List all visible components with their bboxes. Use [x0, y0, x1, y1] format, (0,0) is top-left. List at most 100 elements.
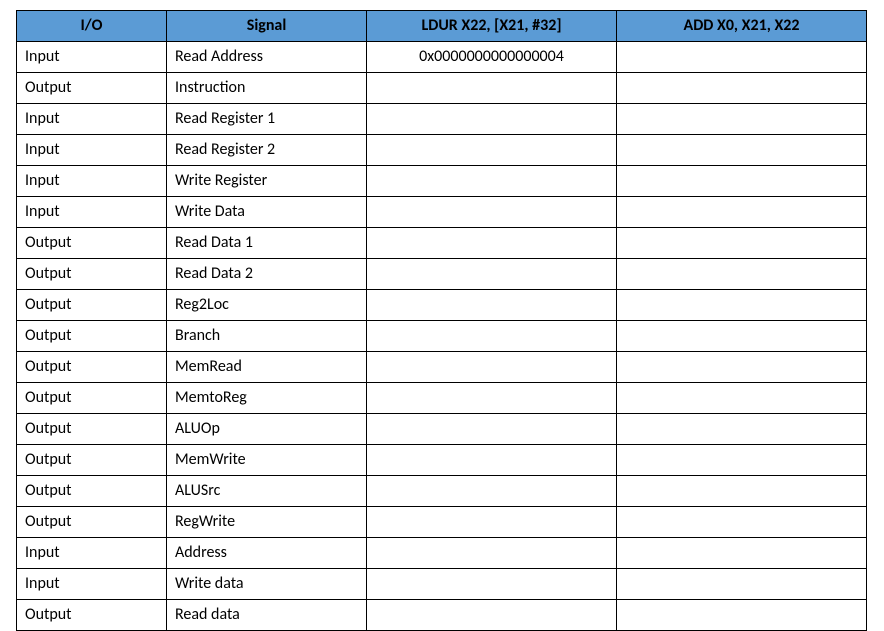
table-row: Output ALUOp	[17, 414, 867, 445]
cell-add	[617, 507, 867, 538]
cell-ldur	[367, 259, 617, 290]
cell-signal: Branch	[167, 321, 367, 352]
cell-ldur	[367, 600, 617, 631]
cell-ldur	[367, 538, 617, 569]
cell-signal: Read Register 2	[167, 135, 367, 166]
col-header-ldur: LDUR X22, [X21, #32]	[367, 11, 617, 42]
cell-io: Output	[17, 228, 167, 259]
cell-add	[617, 73, 867, 104]
cell-add	[617, 600, 867, 631]
cell-io: Input	[17, 104, 167, 135]
table-row: Output MemRead	[17, 352, 867, 383]
cell-signal: Address	[167, 538, 367, 569]
cell-io: Output	[17, 445, 167, 476]
cell-io: Input	[17, 538, 167, 569]
cell-add	[617, 290, 867, 321]
col-header-add: ADD X0, X21, X22	[617, 11, 867, 42]
cell-io: Output	[17, 600, 167, 631]
cell-io: Output	[17, 383, 167, 414]
cell-io: Output	[17, 73, 167, 104]
cell-signal: MemWrite	[167, 445, 367, 476]
cell-signal: MemRead	[167, 352, 367, 383]
cell-io: Output	[17, 414, 167, 445]
cell-ldur	[367, 290, 617, 321]
table-row: Output Read Data 1	[17, 228, 867, 259]
cell-ldur	[367, 321, 617, 352]
table-row: Output ALUSrc	[17, 476, 867, 507]
cell-io: Output	[17, 321, 167, 352]
cell-io: Input	[17, 197, 167, 228]
cell-signal: ALUOp	[167, 414, 367, 445]
cell-add	[617, 321, 867, 352]
cell-ldur	[367, 104, 617, 135]
cell-add	[617, 445, 867, 476]
cell-signal: Write Register	[167, 166, 367, 197]
cell-io: Input	[17, 569, 167, 600]
cell-add	[617, 228, 867, 259]
cell-add	[617, 538, 867, 569]
cell-add	[617, 569, 867, 600]
cell-add	[617, 197, 867, 228]
cell-io: Output	[17, 476, 167, 507]
cell-ldur	[367, 166, 617, 197]
cell-io: Input	[17, 166, 167, 197]
cell-add	[617, 42, 867, 73]
col-header-io: I/O	[17, 11, 167, 42]
cell-add	[617, 104, 867, 135]
cell-ldur	[367, 414, 617, 445]
table-row: Input Read Address 0x0000000000000004	[17, 42, 867, 73]
cell-signal: Read Address	[167, 42, 367, 73]
table-row: Output MemWrite	[17, 445, 867, 476]
cell-signal: Read Data 1	[167, 228, 367, 259]
cell-ldur	[367, 383, 617, 414]
table-row: Output Instruction	[17, 73, 867, 104]
cell-ldur	[367, 73, 617, 104]
signal-table: I/O Signal LDUR X22, [X21, #32] ADD X0, …	[16, 10, 867, 631]
cell-signal: RegWrite	[167, 507, 367, 538]
cell-ldur	[367, 507, 617, 538]
cell-ldur	[367, 476, 617, 507]
table-row: Input Write Data	[17, 197, 867, 228]
cell-signal: MemtoReg	[167, 383, 367, 414]
cell-ldur	[367, 352, 617, 383]
table-row: Output Branch	[17, 321, 867, 352]
cell-io: Output	[17, 259, 167, 290]
col-header-signal: Signal	[167, 11, 367, 42]
cell-signal: Reg2Loc	[167, 290, 367, 321]
cell-ldur	[367, 445, 617, 476]
cell-signal: ALUSrc	[167, 476, 367, 507]
table-row: Input Address	[17, 538, 867, 569]
table-row: Input Read Register 2	[17, 135, 867, 166]
cell-signal: Write data	[167, 569, 367, 600]
cell-add	[617, 259, 867, 290]
cell-add	[617, 414, 867, 445]
table-row: Output Reg2Loc	[17, 290, 867, 321]
cell-add	[617, 383, 867, 414]
table-header-row: I/O Signal LDUR X22, [X21, #32] ADD X0, …	[17, 11, 867, 42]
cell-signal: Write Data	[167, 197, 367, 228]
cell-signal: Read Register 1	[167, 104, 367, 135]
cell-ldur	[367, 135, 617, 166]
table-body: Input Read Address 0x0000000000000004 Ou…	[17, 42, 867, 631]
cell-add	[617, 135, 867, 166]
cell-io: Input	[17, 42, 167, 73]
cell-add	[617, 166, 867, 197]
cell-ldur: 0x0000000000000004	[367, 42, 617, 73]
cell-io: Output	[17, 352, 167, 383]
cell-io: Output	[17, 290, 167, 321]
table-row: Output Read Data 2	[17, 259, 867, 290]
cell-signal: Read data	[167, 600, 367, 631]
table-row: Output Read data	[17, 600, 867, 631]
table-row: Input Write Register	[17, 166, 867, 197]
table-row: Input Write data	[17, 569, 867, 600]
cell-signal: Instruction	[167, 73, 367, 104]
cell-ldur	[367, 197, 617, 228]
cell-signal: Read Data 2	[167, 259, 367, 290]
cell-io: Input	[17, 135, 167, 166]
cell-ldur	[367, 569, 617, 600]
table-row: Output MemtoReg	[17, 383, 867, 414]
cell-add	[617, 352, 867, 383]
cell-add	[617, 476, 867, 507]
table-row: Input Read Register 1	[17, 104, 867, 135]
table-row: Output RegWrite	[17, 507, 867, 538]
